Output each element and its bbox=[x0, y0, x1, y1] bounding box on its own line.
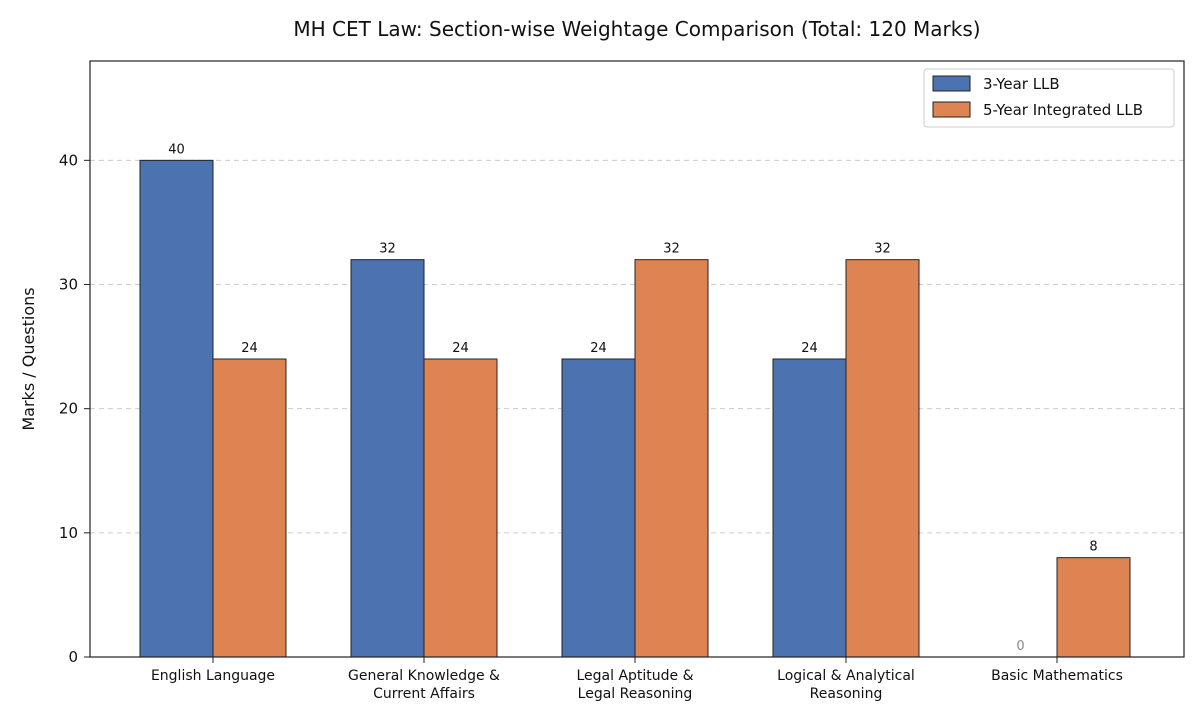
bar-3-year bbox=[772, 358, 847, 658]
legend: 3-Year LLB 5-Year Integrated LLB bbox=[923, 68, 1175, 128]
y-tick-label: 0 bbox=[68, 648, 78, 666]
legend-box bbox=[923, 68, 1175, 128]
bar-5-year bbox=[423, 358, 498, 658]
data-label: 32 bbox=[663, 242, 680, 257]
bars bbox=[139, 159, 1131, 658]
y-axis-label: Marks / Questions bbox=[19, 287, 38, 430]
x-tick-label: Current Affairs bbox=[373, 686, 475, 702]
chart-title: MH CET Law: Section-wise Weightage Compa… bbox=[293, 17, 980, 41]
y-tick-label: 30 bbox=[59, 276, 78, 294]
y-tick-label: 10 bbox=[59, 524, 78, 542]
bar-5-year bbox=[845, 259, 920, 658]
bar-5-year bbox=[1056, 557, 1131, 658]
bar-5-year bbox=[212, 358, 287, 658]
data-label: 32 bbox=[379, 242, 396, 257]
x-axis-ticks: English Language General Knowledge & Curre… bbox=[151, 657, 1123, 702]
data-label: 24 bbox=[452, 341, 469, 356]
bar-3-year bbox=[139, 159, 214, 658]
x-tick-label: Legal Aptitude & bbox=[576, 668, 693, 684]
legend-label-3-year: 3-Year LLB bbox=[983, 75, 1060, 93]
x-tick-label: Reasoning bbox=[810, 686, 883, 702]
x-tick-label: Legal Reasoning bbox=[578, 686, 693, 702]
data-label: 0 bbox=[1016, 639, 1024, 654]
data-label: 8 bbox=[1089, 540, 1097, 555]
x-tick-label: Basic Mathematics bbox=[991, 668, 1123, 684]
data-label: 24 bbox=[241, 341, 258, 356]
y-tick-label: 20 bbox=[59, 400, 78, 418]
plot-frame bbox=[89, 60, 1185, 658]
data-label: 32 bbox=[874, 242, 891, 257]
data-label: 24 bbox=[801, 341, 818, 356]
data-label: 40 bbox=[168, 142, 185, 157]
data-labels: 40 24 32 24 24 32 24 32 0 8 bbox=[168, 142, 1097, 654]
legend-swatch-3-year bbox=[932, 75, 971, 92]
bar-3-year bbox=[350, 259, 425, 658]
bar-3-year bbox=[561, 358, 636, 658]
y-axis-ticks: 0 10 20 30 40 bbox=[59, 151, 90, 666]
data-label: 24 bbox=[590, 341, 607, 356]
x-tick-label: General Knowledge & bbox=[348, 668, 500, 684]
legend-swatch-5-year bbox=[932, 101, 971, 118]
legend-label-5-year: 5-Year Integrated LLB bbox=[983, 101, 1143, 119]
y-tick-label: 40 bbox=[59, 151, 78, 169]
bar-5-year bbox=[634, 259, 709, 658]
x-tick-label: English Language bbox=[151, 668, 275, 684]
x-tick-label: Logical & Analytical bbox=[777, 668, 915, 684]
